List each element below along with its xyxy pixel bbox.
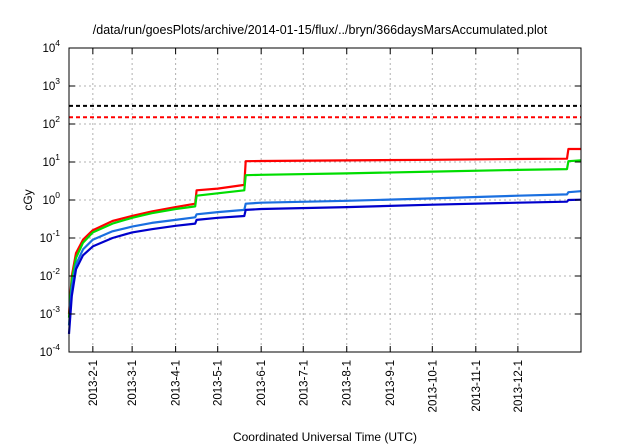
reference-lines bbox=[69, 104, 581, 119]
y-tick-label: 102 bbox=[42, 114, 60, 131]
grid-layer bbox=[69, 48, 581, 352]
y-tick-base: 10 bbox=[42, 43, 55, 55]
y-tick-exponent: 3 bbox=[55, 76, 60, 86]
y-tick-base: 10 bbox=[42, 157, 55, 169]
y-tick-exponent: 1 bbox=[55, 152, 60, 162]
series-layer bbox=[67, 147, 582, 334]
y-tick-label: 104 bbox=[42, 38, 60, 55]
y-tick-label: 101 bbox=[42, 152, 60, 169]
y-axis-label: cGy bbox=[21, 189, 35, 210]
x-tick-label: 2013-5-1 bbox=[213, 360, 225, 406]
y-tick-base: 10 bbox=[40, 233, 53, 245]
y-tick-exponent: -2 bbox=[52, 266, 60, 276]
x-tick-labels: 2013-2-1 2013-3-1 2013-4-1 2013-5-1 2013-6-1… bbox=[88, 360, 525, 412]
y-tick-base: 10 bbox=[42, 119, 55, 131]
x-tick-label: 2013-9-1 bbox=[385, 360, 397, 406]
y-tick-label: 10-2 bbox=[40, 266, 61, 283]
x-tick-label: 2013-11-1 bbox=[471, 360, 483, 412]
y-tick-label: 10-1 bbox=[40, 228, 61, 245]
y-tick-exponent: 2 bbox=[55, 114, 60, 124]
y-tick-base: 10 bbox=[42, 81, 55, 93]
x-tick-label: 2013-10-1 bbox=[427, 360, 439, 412]
y-tick-exponent: 4 bbox=[55, 38, 60, 48]
y-tick-label: 10-3 bbox=[40, 304, 61, 321]
x-tick-label: 2013-12-1 bbox=[513, 360, 525, 412]
y-tick-base: 10 bbox=[40, 347, 53, 359]
series-line bbox=[67, 190, 582, 326]
x-tick-label: 2013-7-1 bbox=[298, 360, 310, 406]
x-tick-label: 2013-4-1 bbox=[171, 360, 183, 406]
y-tick-exponent: -1 bbox=[52, 228, 60, 238]
chart-title: /data/run/goesPlots/archive/2014-01-15/f… bbox=[93, 23, 548, 37]
tick-layer bbox=[69, 47, 581, 353]
y-tick-base: 10 bbox=[40, 271, 53, 283]
y-tick-exponent: -3 bbox=[52, 304, 60, 314]
y-tick-label: 103 bbox=[42, 76, 60, 93]
y-tick-label: 10-4 bbox=[40, 342, 61, 359]
series-line bbox=[67, 159, 582, 318]
y-tick-exponent: 0 bbox=[55, 190, 60, 200]
series-line bbox=[67, 198, 582, 334]
y-tick-label: 100 bbox=[42, 190, 60, 207]
y-tick-exponent: -4 bbox=[52, 342, 60, 352]
x-tick-label: 2013-2-1 bbox=[88, 360, 100, 406]
x-tick-label: 2013-3-1 bbox=[127, 360, 139, 406]
x-axis-label: Coordinated Universal Time (UTC) bbox=[233, 430, 417, 444]
x-tick-label: 2013-8-1 bbox=[342, 360, 354, 406]
x-tick-label: 2013-6-1 bbox=[256, 360, 268, 406]
series-line bbox=[67, 147, 581, 315]
y-tick-base: 10 bbox=[42, 195, 55, 207]
y-tick-base: 10 bbox=[40, 309, 53, 321]
